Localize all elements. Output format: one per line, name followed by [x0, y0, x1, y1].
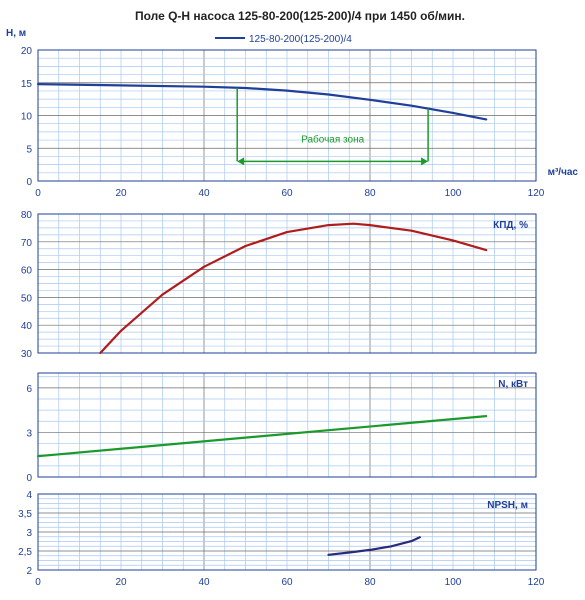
x-tick-label: 40 [198, 577, 210, 588]
x-tick-label: 60 [281, 188, 293, 199]
x-tick-label: 20 [115, 577, 127, 588]
y-tick-label: 5 [26, 144, 32, 155]
y-tick-label: 70 [21, 238, 33, 249]
legend-label: 125-80-200(125-200)/4 [249, 34, 352, 45]
working-zone-annotation: Рабочая зона [236, 87, 429, 166]
legend: 125-80-200(125-200)/4 [215, 34, 352, 45]
plot-frame [37, 49, 537, 182]
plot-frame [37, 213, 537, 354]
x-tick-label: 0 [35, 188, 41, 199]
y-tick-label: 40 [21, 321, 33, 332]
y-tick-label: 4 [26, 490, 32, 501]
panel-2: 30 40 50 60 70 80 КПД, % [21, 210, 537, 360]
y-tick-label: 15 [21, 79, 33, 90]
x-tick-label: 20 [115, 188, 127, 199]
y-tick-label: 30 [21, 349, 33, 360]
y-tick-label: 0 [26, 473, 32, 484]
working-zone-label: Рабочая зона [301, 133, 364, 145]
y-tick-label: 80 [21, 210, 33, 221]
y-tick-label: 2,5 [18, 547, 32, 558]
y-axis-label: N, кВт [498, 379, 528, 390]
y-tick-label: 0 [26, 177, 32, 188]
y-tick-label: 3 [26, 528, 32, 539]
y-axis-label: КПД, % [493, 220, 528, 231]
x-tick-label: 80 [364, 188, 376, 199]
x-tick-label: 40 [198, 188, 210, 199]
x-tick-label: 120 [528, 577, 545, 588]
zone-arrow-left [237, 157, 245, 166]
series-line-4-1 [327, 536, 421, 556]
y-tick-label: 60 [21, 266, 33, 277]
y-tick-label: 2 [26, 566, 32, 577]
panel-3: 0 3 6 N, кВт [26, 372, 537, 484]
y-tick-label: 3,5 [18, 509, 32, 520]
y-tick-label: 3 [26, 428, 32, 439]
plot-frame [37, 372, 537, 478]
y-axis-label: H, м [6, 28, 26, 39]
x-tick-label: 120 [528, 188, 545, 199]
series-line-1-1 [36, 83, 488, 121]
series-line-3-1 [36, 415, 488, 458]
chart-title: Поле Q-H насоса 125-80-200(125-200)/4 пр… [135, 9, 465, 23]
x-tick-label: 100 [445, 188, 462, 199]
series-line-2-1 [99, 222, 488, 355]
x-tick-label: 0 [35, 577, 41, 588]
panel-1: 0 5 10 15 20 0 20 40 60 80 100 120 H, м м³/час Рабочая… [6, 28, 578, 199]
x-tick-label: 100 [445, 577, 462, 588]
zone-arrow-right [421, 157, 429, 166]
y-tick-label: 10 [21, 112, 33, 123]
y-tick-label: 50 [21, 293, 33, 304]
y-tick-label: 6 [26, 384, 32, 395]
x-tick-label: 80 [364, 577, 376, 588]
y-axis-label: NPSH, м [487, 500, 528, 511]
plot-frame [37, 493, 537, 571]
x-tick-label: 60 [281, 577, 293, 588]
x-axis-label: м³/час [548, 167, 579, 178]
y-tick-label: 20 [21, 46, 33, 57]
